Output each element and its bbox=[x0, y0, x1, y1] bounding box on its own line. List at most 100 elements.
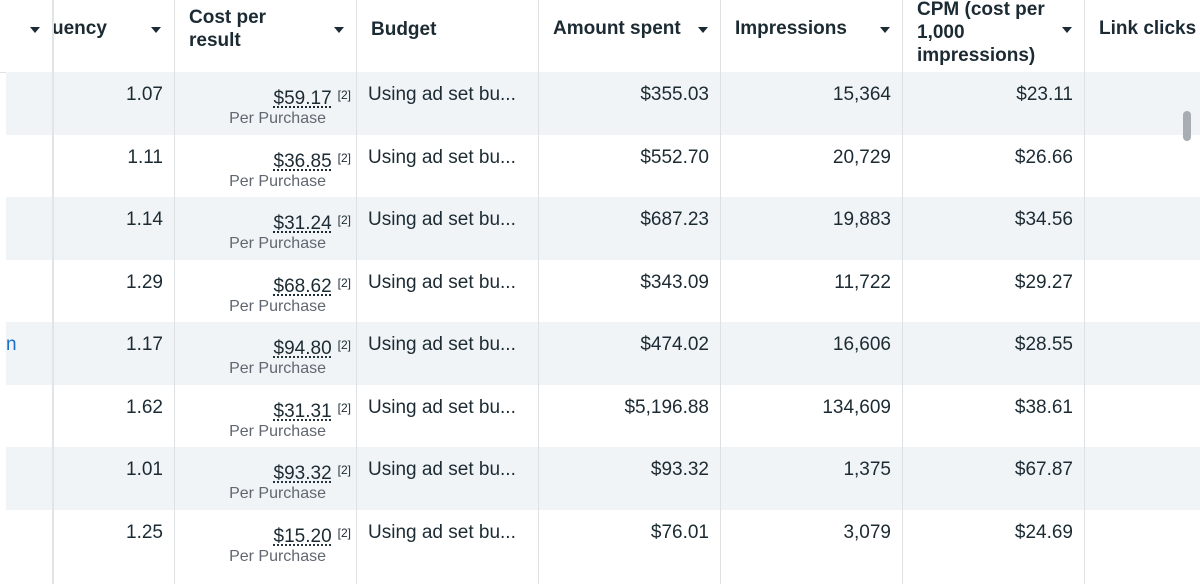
column-divider bbox=[902, 72, 903, 584]
header-name-column[interactable] bbox=[0, 0, 54, 72]
header-frequency-label: uency bbox=[52, 18, 107, 39]
frequency-value: 1.25 bbox=[126, 521, 163, 543]
cost-per-result-link[interactable]: $94.80 bbox=[273, 338, 332, 359]
impressions-value: 16,606 bbox=[832, 334, 891, 355]
footnote-marker: [2] bbox=[337, 275, 351, 290]
amount-spent-value: $687.23 bbox=[640, 209, 709, 230]
cost-per-result-cell: $68.62 [2] bbox=[274, 272, 351, 298]
sort-caret-down-icon[interactable] bbox=[30, 27, 40, 33]
result-type-label: Per Purchase bbox=[229, 297, 326, 315]
column-divider bbox=[538, 72, 539, 584]
footnote-marker: [2] bbox=[337, 463, 351, 477]
impressions-value: 19,883 bbox=[832, 209, 891, 230]
header-cost-per-result[interactable]: Cost per result bbox=[175, 0, 357, 72]
table-row[interactable]: 1.11 $36.85 [2] Per Purchase Using ad set… bbox=[6, 135, 1200, 198]
cpm-value: $26.66 bbox=[1014, 146, 1073, 168]
table-row[interactable]: 1.07 $59.17 [2] Per Purchase Using ad set… bbox=[6, 72, 1200, 135]
amount-spent-value: $5,196.88 bbox=[624, 396, 709, 418]
frequency-value: 1.11 bbox=[127, 146, 163, 168]
cost-per-result-link[interactable]: $59.17 bbox=[273, 88, 332, 109]
impressions-value: 3,079 bbox=[843, 521, 891, 543]
impressions-value: 15,364 bbox=[832, 84, 891, 105]
header-cpm-label: CPM (cost per 1,000 impressions) bbox=[917, 0, 1045, 66]
cost-per-result-link[interactable]: $15.20 bbox=[273, 525, 332, 547]
cost-per-result-link[interactable]: $31.24 bbox=[273, 213, 332, 234]
table-row[interactable]: 1.29 $68.62 [2] Per Purchase Using ad set… bbox=[6, 260, 1200, 323]
cost-per-result-cell: $93.32 [2] bbox=[274, 459, 351, 485]
impressions-value: 11,722 bbox=[834, 271, 891, 293]
frequency-value: 1.14 bbox=[126, 209, 163, 230]
header-link-clicks-label: Link clicks bbox=[1099, 18, 1197, 39]
footnote-marker: [2] bbox=[337, 525, 351, 540]
budget-value: Using ad set bu... bbox=[368, 84, 516, 105]
header-impressions[interactable]: Impressions bbox=[721, 0, 903, 72]
ad-name-link[interactable]: n bbox=[6, 334, 17, 355]
table-row[interactable]: n 1.17 $94.80 [2] Per Purchase Using ad s… bbox=[6, 322, 1200, 385]
amount-spent-value: $355.03 bbox=[640, 84, 709, 105]
amount-spent-value: $343.09 bbox=[640, 271, 709, 293]
footnote-marker: [2] bbox=[337, 213, 351, 227]
header-link-clicks[interactable]: Link clicks bbox=[1085, 0, 1200, 72]
result-type-label: Per Purchase bbox=[229, 547, 326, 565]
header-amount-spent-label: Amount spent bbox=[553, 18, 681, 39]
cpm-value: $34.56 bbox=[1014, 209, 1073, 230]
sort-caret-down-icon[interactable] bbox=[1062, 27, 1072, 33]
impressions-value: 20,729 bbox=[832, 146, 891, 168]
cost-per-result-cell: $94.80 [2] bbox=[274, 334, 351, 360]
footnote-marker: [2] bbox=[337, 88, 351, 102]
budget-value: Using ad set bu... bbox=[368, 271, 516, 293]
frequency-value: 1.01 bbox=[126, 459, 163, 480]
budget-value: Using ad set bu... bbox=[368, 459, 516, 480]
result-type-label: Per Purchase bbox=[229, 360, 326, 377]
cpm-value: $28.55 bbox=[1014, 334, 1073, 355]
amount-spent-value: $93.32 bbox=[650, 459, 709, 480]
header-frequency[interactable]: uency bbox=[52, 0, 175, 72]
cost-per-result-link[interactable]: $68.62 bbox=[273, 275, 332, 297]
cost-per-result-link[interactable]: $31.31 bbox=[273, 400, 332, 422]
sort-caret-down-icon[interactable] bbox=[334, 27, 344, 33]
amount-spent-value: $552.70 bbox=[640, 146, 709, 168]
budget-value: Using ad set bu... bbox=[368, 334, 516, 355]
cpm-value: $67.87 bbox=[1014, 459, 1073, 480]
cost-per-result-link[interactable]: $36.85 bbox=[273, 150, 332, 172]
frequency-value: 1.07 bbox=[126, 84, 163, 105]
footnote-marker: [2] bbox=[337, 150, 351, 165]
sort-caret-down-icon[interactable] bbox=[698, 27, 708, 33]
result-type-label: Per Purchase bbox=[229, 422, 326, 440]
impressions-value: 134,609 bbox=[822, 396, 891, 418]
footnote-marker: [2] bbox=[337, 400, 351, 415]
cost-per-result-link[interactable]: $93.32 bbox=[273, 463, 332, 484]
header-cpm[interactable]: CPM (cost per 1,000 impressions) bbox=[903, 0, 1085, 72]
table-body: 1.07 $59.17 [2] Per Purchase Using ad set… bbox=[6, 72, 1200, 572]
table-row[interactable]: 1.62 $31.31 [2] Per Purchase Using ad set… bbox=[6, 385, 1200, 448]
column-divider bbox=[720, 72, 721, 584]
cost-per-result-cell: $59.17 [2] bbox=[274, 84, 351, 110]
column-divider bbox=[356, 72, 357, 584]
result-type-label: Per Purchase bbox=[229, 485, 326, 502]
column-divider bbox=[1084, 72, 1085, 584]
cpm-value: $24.69 bbox=[1014, 521, 1073, 543]
table-row[interactable]: 1.14 $31.24 [2] Per Purchase Using ad set… bbox=[6, 197, 1200, 260]
impressions-value: 1,375 bbox=[843, 459, 891, 480]
header-cost-per-result-label: Cost per result bbox=[189, 7, 267, 51]
header-budget[interactable]: Budget bbox=[357, 0, 539, 72]
table-header: uency Cost per result Budget Amount spent… bbox=[0, 0, 1200, 73]
budget-value: Using ad set bu... bbox=[368, 209, 516, 230]
result-type-label: Per Purchase bbox=[229, 172, 326, 190]
header-budget-label: Budget bbox=[371, 19, 437, 40]
column-divider bbox=[174, 72, 175, 584]
sort-caret-down-icon[interactable] bbox=[151, 27, 161, 33]
budget-value: Using ad set bu... bbox=[368, 521, 516, 543]
budget-value: Using ad set bu... bbox=[368, 396, 516, 418]
cpm-value: $38.61 bbox=[1014, 396, 1073, 418]
table-row[interactable]: 1.25 $15.20 [2] Per Purchase Using ad set… bbox=[6, 510, 1200, 573]
table-row[interactable]: 1.01 $93.32 [2] Per Purchase Using ad set… bbox=[6, 447, 1200, 510]
vertical-scrollbar-thumb[interactable] bbox=[1183, 111, 1191, 141]
result-type-label: Per Purchase bbox=[229, 110, 326, 127]
sort-caret-down-icon[interactable] bbox=[880, 27, 890, 33]
cpm-value: $29.27 bbox=[1014, 271, 1073, 293]
cpm-value: $23.11 bbox=[1016, 84, 1073, 105]
header-amount-spent[interactable]: Amount spent bbox=[539, 0, 721, 72]
cost-per-result-cell: $36.85 [2] bbox=[274, 147, 351, 173]
